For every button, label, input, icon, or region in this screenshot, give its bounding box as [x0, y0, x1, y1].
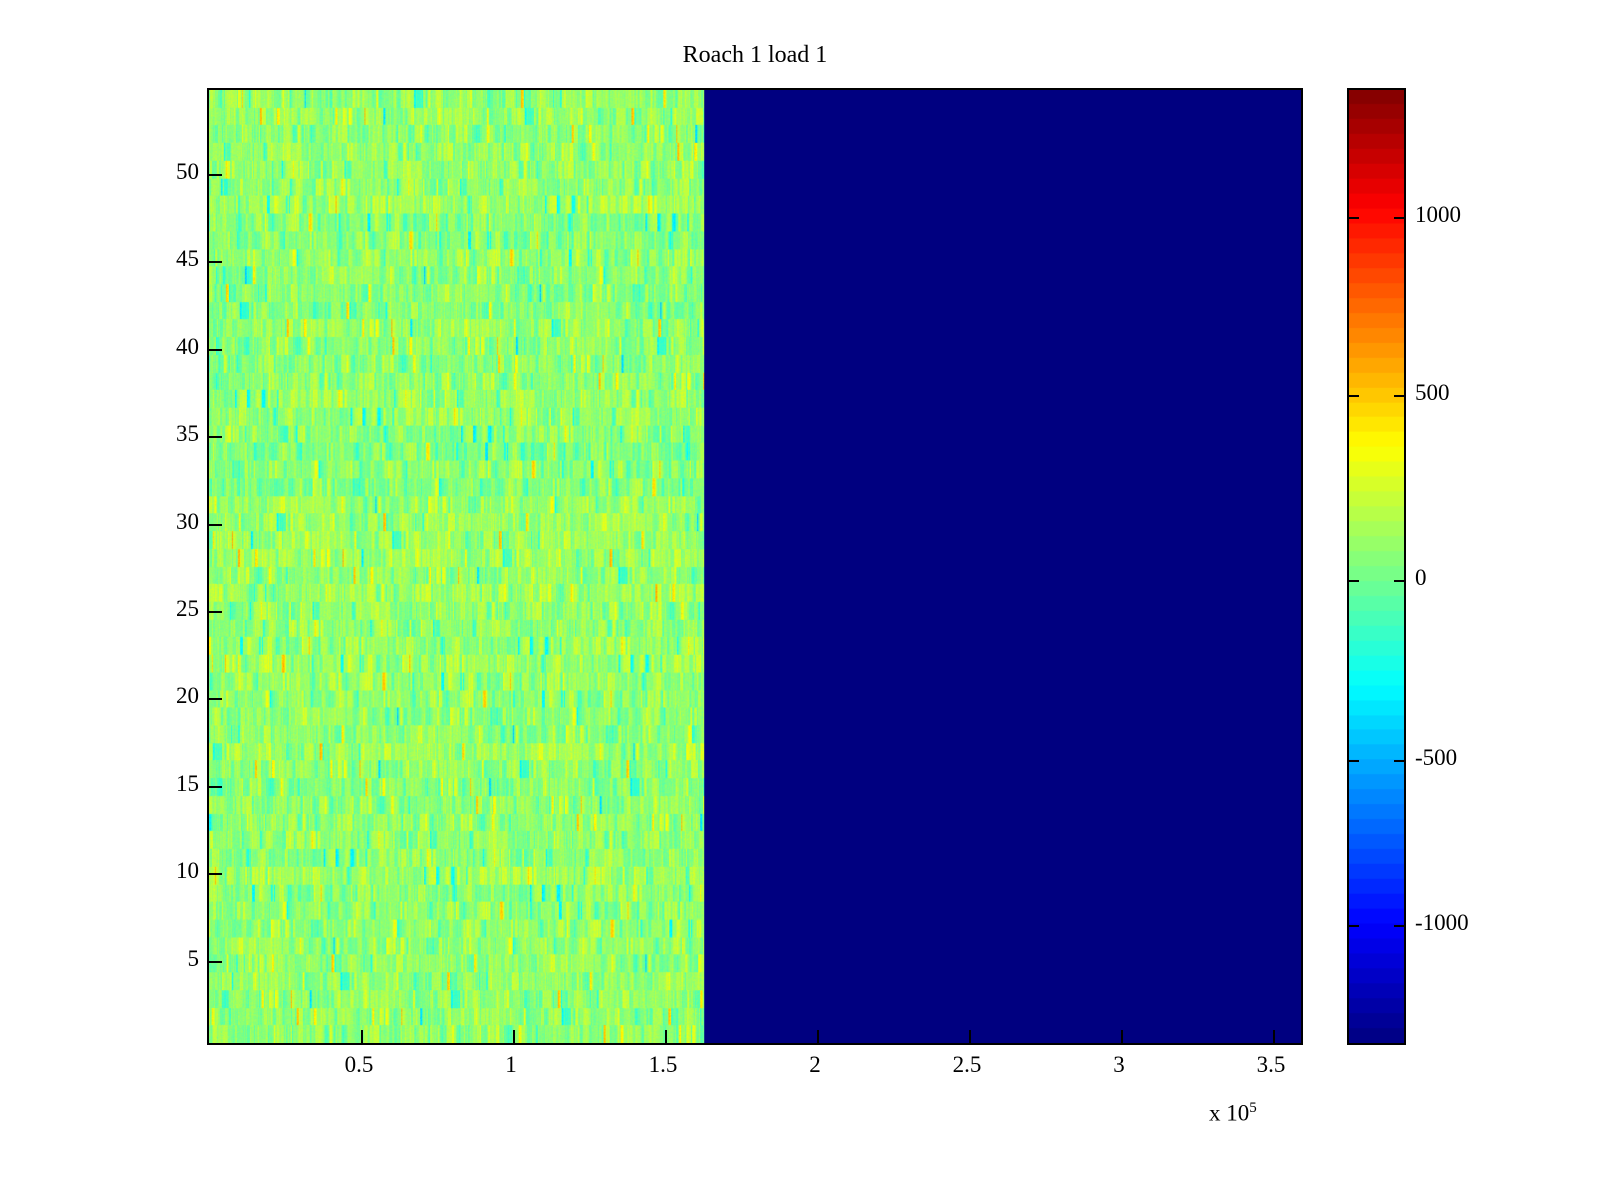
y-axis-tick [209, 174, 222, 176]
x-axis-tick-label: 0.5 [344, 1052, 374, 1077]
colorbar-tick [1394, 580, 1404, 582]
y-axis-tick-label: 10 [176, 858, 199, 883]
y-axis-tick-label: 25 [176, 596, 199, 621]
y-axis-tick [209, 261, 222, 263]
x-axis-tick-label: 1.5 [648, 1052, 678, 1077]
colorbar-tick [1349, 217, 1359, 219]
colorbar-tick [1349, 925, 1359, 927]
y-axis-tick [209, 786, 222, 788]
colorbar-tick-label: 1000 [1415, 202, 1461, 227]
colorbar-tick [1394, 925, 1404, 927]
colorbar-tick-label: 0 [1415, 565, 1427, 590]
x-axis-tick [361, 1030, 363, 1043]
y-axis-tick [209, 436, 222, 438]
colorbar-tick [1349, 760, 1359, 762]
page-title: Roach 1 load 1 [682, 42, 828, 68]
colorbar-tick [1349, 395, 1359, 397]
y-axis-tick-label: 5 [187, 946, 200, 971]
x-exponent-base: x 10 [1209, 1100, 1250, 1126]
x-axis-tick [665, 1030, 667, 1043]
heatmap-image [209, 90, 1301, 1043]
y-axis-tick [209, 873, 222, 875]
colorbar-tick [1394, 760, 1404, 762]
colorbar-tick-label: -500 [1415, 745, 1458, 770]
colorbar-tick [1394, 395, 1404, 397]
colorbar-tick-label: -1000 [1415, 910, 1469, 935]
x-axis-tick [817, 1030, 819, 1043]
x-axis-tick-label: 2 [809, 1052, 821, 1077]
x-axis-tick [513, 1030, 515, 1043]
x-axis-tick-label: 3.5 [1256, 1052, 1286, 1077]
x-exponent-power: 5 [1249, 1100, 1257, 1116]
y-axis-tick [209, 349, 222, 351]
colorbar-tick [1394, 217, 1404, 219]
y-axis-tick [209, 961, 222, 963]
heatmap-axes[interactable] [207, 88, 1303, 1045]
y-axis-tick [209, 524, 222, 526]
x-axis-tick-label: 2.5 [952, 1052, 982, 1077]
colorbar-tick [1349, 580, 1359, 582]
x-axis-tick [1273, 1030, 1275, 1043]
y-axis-tick-label: 15 [176, 771, 199, 796]
x-axis-tick [969, 1030, 971, 1043]
x-axis-tick [1121, 1030, 1123, 1043]
colorbar[interactable] [1347, 88, 1406, 1045]
x-axis-exponent-label: x 105 [1209, 1100, 1257, 1127]
y-axis-tick-label: 20 [176, 683, 199, 708]
y-axis-tick [209, 611, 222, 613]
y-axis-tick-label: 50 [176, 159, 199, 184]
y-axis-tick-label: 35 [176, 421, 199, 446]
y-axis-tick-label: 40 [176, 334, 199, 359]
x-axis-tick-label: 1 [505, 1052, 517, 1077]
y-axis-tick [209, 698, 222, 700]
colorbar-gradient [1349, 90, 1404, 1043]
colorbar-tick-label: 500 [1415, 380, 1450, 405]
x-axis-tick-label: 3 [1113, 1052, 1125, 1077]
y-axis-tick-label: 45 [176, 246, 199, 271]
y-axis-tick-label: 30 [176, 509, 199, 534]
